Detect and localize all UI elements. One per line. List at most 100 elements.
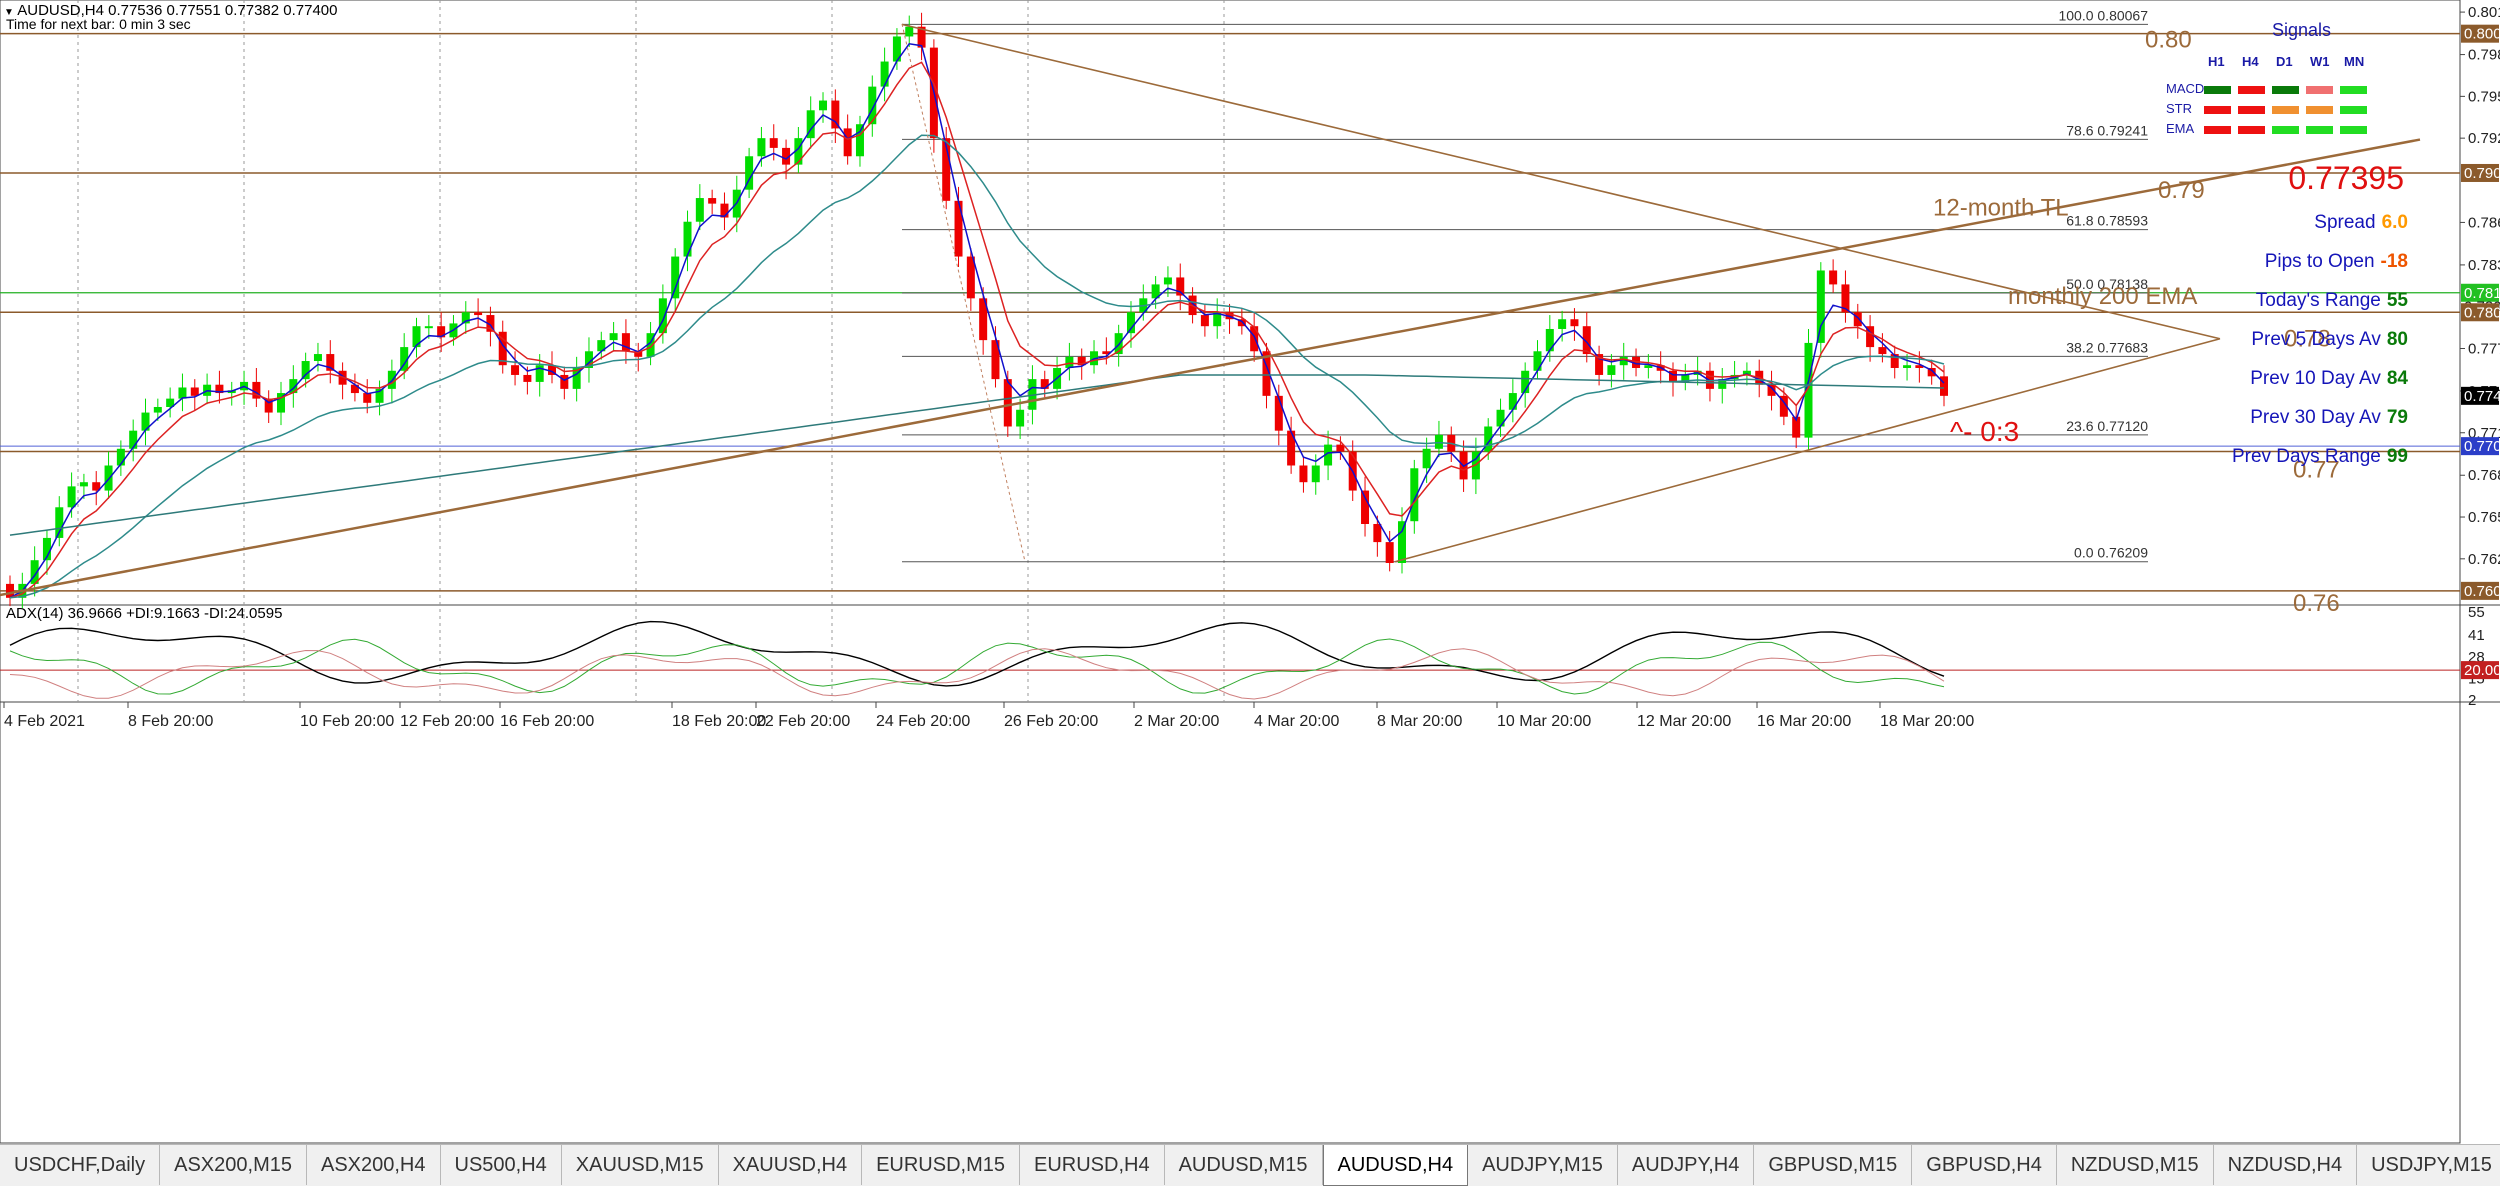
tab-audjpy-m15[interactable]: AUDJPY,M15 xyxy=(1468,1145,1618,1185)
candle-body xyxy=(1484,426,1493,452)
candle-body xyxy=(1903,365,1912,368)
chart-header: ▼ AUDUSD,H4 0.77536 0.77551 0.77382 0.77… xyxy=(4,3,338,21)
candle-body xyxy=(1151,284,1160,299)
candle-body xyxy=(1016,409,1025,427)
tab-audusd-h4[interactable]: AUDUSD,H4 xyxy=(1322,1145,1469,1186)
price-tag xyxy=(2461,283,2499,302)
candle-body xyxy=(116,448,125,466)
tab-usdjpy-m15[interactable]: USDJPY,M15 xyxy=(2357,1145,2500,1185)
price-tick-label: 0.79850 xyxy=(2468,47,2500,64)
time-tick-label: 2 Mar 20:00 xyxy=(1134,713,1219,730)
tab-xauusd-m15[interactable]: XAUUSD,M15 xyxy=(562,1145,719,1185)
candle-body xyxy=(1077,356,1086,366)
tab-nzdusd-h4[interactable]: NZDUSD,H4 xyxy=(2214,1145,2358,1185)
candle-body xyxy=(1915,365,1924,368)
candle-body xyxy=(855,124,864,157)
candle-body xyxy=(1163,277,1172,285)
candle-body xyxy=(720,203,729,218)
candle-body xyxy=(1287,430,1296,466)
signal-timeframe-h4: H4 xyxy=(2242,54,2259,69)
tab-xauusd-h4[interactable]: XAUUSD,H4 xyxy=(719,1145,863,1185)
signal-cell xyxy=(2340,106,2367,114)
tab-usdchf-daily[interactable]: USDCHF,Daily xyxy=(0,1145,161,1185)
candle-body xyxy=(1829,270,1838,285)
candle-body xyxy=(1397,521,1406,563)
stat-label: Today's Range xyxy=(2255,290,2381,311)
stat-value: 80 xyxy=(2386,329,2408,350)
tab-gbpusd-m15[interactable]: GBPUSD,M15 xyxy=(1754,1145,1913,1185)
stat-row: Prev 5 Days Av 80 xyxy=(2251,329,2408,351)
stat-value: 79 xyxy=(2386,407,2408,428)
candle-body xyxy=(572,367,581,389)
candle-body xyxy=(1718,379,1727,389)
candle-body xyxy=(671,256,680,299)
tab-nzdusd-m15[interactable]: NZDUSD,M15 xyxy=(2057,1145,2214,1185)
time-tick-label: 18 Mar 20:00 xyxy=(1880,713,1974,730)
price-tag xyxy=(2461,163,2499,182)
tab-audjpy-h4[interactable]: AUDJPY,H4 xyxy=(1618,1145,1755,1185)
candle-body xyxy=(486,315,495,332)
candle-body xyxy=(400,347,409,371)
price-tick-label: 0.80155 xyxy=(2468,4,2500,21)
signal-cell xyxy=(2204,126,2231,134)
stat-label: Prev 30 Day Av xyxy=(2250,407,2381,428)
price-tag-label: 0.76000 xyxy=(2464,583,2500,600)
candle-body xyxy=(424,326,433,329)
signal-cell xyxy=(2306,86,2333,94)
candle-body xyxy=(1558,319,1567,329)
candle-body xyxy=(584,351,593,368)
candle-body xyxy=(695,198,704,222)
tab-asx200-h4[interactable]: ASX200,H4 xyxy=(307,1145,441,1185)
stat-row: Prev 30 Day Av 79 xyxy=(2250,407,2408,429)
candle-body xyxy=(1681,374,1690,382)
tab-asx200-m15[interactable]: ASX200,M15 xyxy=(160,1145,307,1185)
ema-mid-line xyxy=(9,61,1945,599)
candle-body xyxy=(1841,284,1850,313)
price-tick-label: 0.76530 xyxy=(2468,509,2500,526)
candle-body xyxy=(979,298,988,341)
candle-body xyxy=(1545,328,1554,352)
candle-body xyxy=(67,486,76,508)
candle-body xyxy=(1410,468,1419,522)
candle-body xyxy=(1040,379,1049,389)
tab-us500-h4[interactable]: US500,H4 xyxy=(441,1145,562,1185)
candle-body xyxy=(1668,370,1677,382)
ema-fast-line xyxy=(9,42,1945,599)
candle-body xyxy=(892,36,901,62)
signal-cell xyxy=(2340,126,2367,134)
fib-label: 23.6 0.77120 xyxy=(2066,418,2148,434)
stat-row: Prev 10 Day Av 84 xyxy=(2250,368,2408,390)
candle-body xyxy=(1496,409,1505,427)
tab-gbpusd-h4[interactable]: GBPUSD,H4 xyxy=(1912,1145,2057,1185)
adx-line xyxy=(9,620,1945,687)
tab-eurusd-h4[interactable]: EURUSD,H4 xyxy=(1020,1145,1165,1185)
tab-eurusd-m15[interactable]: EURUSD,M15 xyxy=(862,1145,1020,1185)
candle-body xyxy=(1816,270,1825,343)
candle-body xyxy=(55,507,64,538)
ema-label: monthly 200 EMA xyxy=(2008,283,2197,310)
ratio-label: ^- 0:3 xyxy=(1950,416,2019,447)
chart-title: AUDUSD,H4 0.77536 0.77551 0.77382 0.7740… xyxy=(17,2,338,19)
candle-body xyxy=(535,365,544,382)
time-tick-label: 10 Feb 20:00 xyxy=(300,713,394,730)
candle-body xyxy=(634,351,643,357)
adx-tick-label: 41 xyxy=(2468,627,2485,644)
candle-body xyxy=(942,138,951,201)
triangle-down-icon[interactable]: ▼ xyxy=(4,7,14,18)
fib-label: 0.0 0.76209 xyxy=(2074,545,2148,561)
time-tick-label: 16 Mar 20:00 xyxy=(1757,713,1851,730)
candle-body xyxy=(474,312,483,316)
candle-body xyxy=(1311,465,1320,483)
candle-body xyxy=(1792,416,1801,438)
candle-body xyxy=(1804,342,1813,438)
candle-body xyxy=(1644,365,1653,368)
candle-body xyxy=(461,312,470,324)
candle-body xyxy=(166,398,175,407)
tab-list: USDCHF,Daily ASX200,M15 ASX200,H4 US500,H4 X… xyxy=(0,1145,2500,1186)
candle-body xyxy=(1336,444,1345,452)
tab-audusd-m15[interactable]: AUDUSD,M15 xyxy=(1165,1145,1323,1185)
plus-di-line xyxy=(9,638,1945,695)
candle-body xyxy=(1521,370,1530,394)
candle-body xyxy=(511,365,520,375)
